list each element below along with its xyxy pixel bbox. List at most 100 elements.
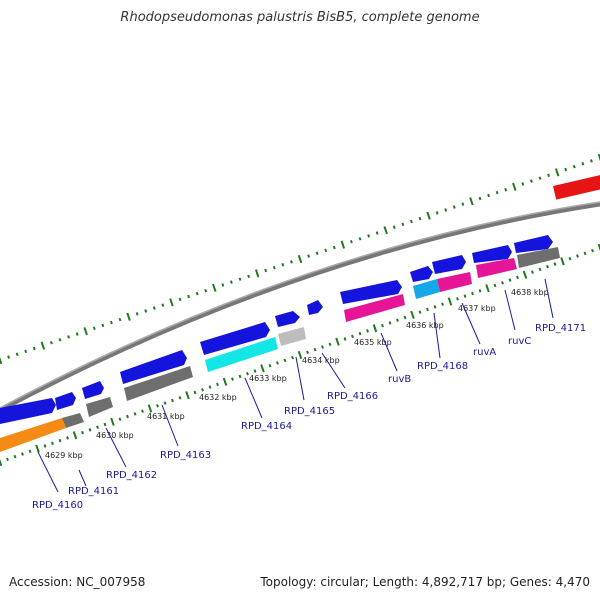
- inner-ring-tick: [133, 412, 137, 416]
- inner-ring-tick: [403, 315, 407, 320]
- feature-rpd-4160-forward[interactable]: [0, 398, 56, 424]
- outer-ring-tick: [49, 340, 53, 345]
- outer-ring-tick: [169, 298, 174, 307]
- feature-rpd-4168-reverse[interactable]: [413, 279, 440, 299]
- feature-ruva-reverse[interactable]: [437, 272, 472, 292]
- accession-text: Accession: NC_007958: [9, 575, 146, 589]
- outer-ring-tick: [7, 355, 11, 359]
- gene-label[interactable]: RPD_4171: [535, 323, 586, 334]
- outer-ring-tick: [572, 164, 576, 169]
- feature-ruvb-reverse[interactable]: [344, 294, 405, 322]
- feature-rpd-4163-reverse[interactable]: [124, 366, 193, 401]
- gene-label[interactable]: ruvA: [473, 347, 496, 358]
- inner-ring-tick: [522, 270, 528, 279]
- outer-ring-tick: [67, 335, 71, 339]
- inner-tick-ring: [0, 243, 600, 467]
- outer-ring-tick: [238, 277, 242, 281]
- gene-label[interactable]: RPD_4168: [417, 361, 468, 372]
- inner-ring-tick: [343, 337, 347, 341]
- outer-ring-tick: [187, 294, 191, 299]
- outer-ring-tick: [75, 332, 79, 336]
- gene-leader-line: [380, 332, 398, 372]
- outer-ring-tick: [538, 176, 542, 180]
- feature-rpd-4162-forward[interactable]: [82, 381, 104, 399]
- kbp-label: 4634 kbp: [302, 356, 340, 365]
- inner-ring-tick: [351, 334, 354, 339]
- gene-label[interactable]: RPD_4161: [68, 486, 119, 497]
- feature-rpd-4161-reverse[interactable]: [62, 413, 84, 428]
- inner-ring-tick: [576, 254, 579, 258]
- feature-rpd-4165-forward[interactable]: [275, 311, 300, 327]
- inner-ring-tick: [306, 350, 309, 355]
- inner-ring-tick: [366, 329, 369, 333]
- gene-label[interactable]: RPD_4165: [284, 406, 335, 417]
- feature-rpd-4163-forward[interactable]: [120, 350, 187, 384]
- outer-ring-tick: [24, 349, 28, 354]
- inner-ring-tick: [6, 457, 9, 462]
- feature-rpd-4160-reverse[interactable]: [0, 418, 66, 452]
- feature-ruvc-reverse[interactable]: [476, 258, 517, 278]
- gene-label[interactable]: ruvB: [388, 374, 411, 385]
- genome-backbone: [0, 201, 600, 413]
- feature-outer-red[interactable]: [553, 174, 600, 200]
- inner-ring-tick: [253, 369, 257, 373]
- inner-ring-tick: [171, 398, 174, 403]
- outer-ring-tick: [547, 173, 551, 178]
- inner-ring-tick: [441, 302, 444, 306]
- inner-ring-tick: [396, 318, 399, 322]
- inner-ring-tick: [13, 454, 17, 459]
- feature-rpd-4171-forward[interactable]: [514, 235, 553, 253]
- inner-ring-tick: [493, 283, 497, 288]
- inner-ring-tick: [96, 425, 99, 429]
- inner-ring-tick: [426, 307, 429, 312]
- outer-ring-tick: [435, 211, 439, 215]
- inner-ring-tick: [276, 361, 279, 365]
- feature-rpd-4168-forward[interactable]: [410, 266, 433, 282]
- inner-ring-tick: [433, 305, 437, 309]
- inner-ring-tick: [222, 377, 228, 386]
- outer-ring-tick: [426, 211, 431, 220]
- feature-rpd-4162-reverse[interactable]: [86, 397, 113, 417]
- inner-ring-tick: [193, 390, 197, 395]
- gene-label[interactable]: RPD_4160: [32, 500, 83, 511]
- inner-ring-tick: [141, 409, 144, 413]
- inner-ring-tick: [43, 444, 47, 448]
- outer-ring-tick: [332, 245, 336, 250]
- gene-leader-line: [37, 451, 59, 493]
- inner-ring-tick: [35, 444, 40, 453]
- feature-rpd-4165-reverse[interactable]: [278, 327, 306, 346]
- gene-label[interactable]: RPD_4164: [241, 421, 292, 432]
- kbp-label: 4637 kbp: [458, 304, 496, 313]
- inner-ring-tick: [28, 449, 32, 454]
- gene-label[interactable]: RPD_4162: [106, 470, 157, 481]
- kbp-label: 4636 kbp: [406, 321, 444, 330]
- outer-ring-tick: [529, 179, 533, 183]
- kbp-label: 4631 kbp: [147, 412, 185, 421]
- outer-ring-tick: [452, 205, 456, 209]
- gene-label[interactable]: RPD_4163: [160, 450, 211, 461]
- inner-ring-tick: [568, 256, 572, 261]
- feature-rpdb-forward[interactable]: [340, 280, 402, 304]
- inner-ring-tick: [553, 262, 557, 266]
- gene-label[interactable]: RPD_4166: [327, 391, 378, 402]
- outer-ring-tick: [495, 190, 499, 195]
- gene-label[interactable]: ruvC: [508, 336, 531, 347]
- gene-leader-line: [161, 404, 179, 447]
- outer-ring-tick: [401, 222, 405, 227]
- gene-leader-line: [461, 302, 481, 345]
- feature-rpd-4164-forward[interactable]: [200, 322, 270, 355]
- feature-rpd-4161-forward[interactable]: [55, 392, 76, 410]
- outer-ring-tick: [83, 327, 88, 336]
- feature-ruvc-forward[interactable]: [472, 245, 512, 263]
- inner-ring-tick: [246, 371, 249, 376]
- inner-ring-tick: [463, 294, 467, 298]
- feature-rpd-4166-forward[interactable]: [307, 300, 323, 315]
- inner-ring-tick: [597, 243, 600, 252]
- feature-rpd-4164-reverse[interactable]: [205, 337, 278, 372]
- feature-ruva-forward[interactable]: [432, 255, 466, 274]
- inner-ring-tick: [88, 428, 92, 432]
- inner-ring-tick: [313, 347, 317, 352]
- feature-rpd-4171-reverse[interactable]: [517, 247, 560, 268]
- inner-ring-tick: [291, 355, 294, 360]
